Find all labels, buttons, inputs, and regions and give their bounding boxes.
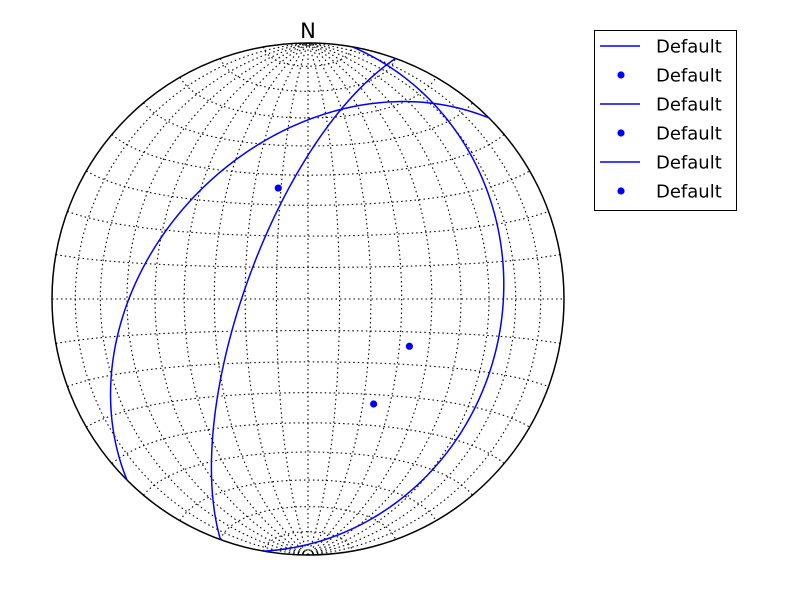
grid-meridian (307, 43, 433, 555)
grid-meridian (307, 43, 372, 555)
grid-meridian (126, 43, 309, 555)
grid-parallel (263, 531, 353, 552)
legend-label: Default (656, 95, 722, 116)
legend-entry: Default (600, 37, 722, 58)
great-circle-3 (210, 57, 396, 540)
legend-dot-swatch (617, 129, 625, 137)
legend-entry: Default (600, 95, 722, 116)
primitive-circle (51, 42, 565, 556)
legend-label: Default (656, 182, 722, 203)
data-point-4 (405, 342, 413, 350)
grid-meridian (307, 43, 403, 555)
grid-meridian (244, 43, 309, 555)
grid-parallel (86, 392, 530, 428)
legend-entry: Default (617, 124, 722, 145)
grid-meridian (275, 43, 309, 555)
grid-parallel (111, 422, 505, 464)
grid-parallel (67, 361, 549, 388)
great-circle-1 (109, 100, 490, 481)
legend-dot-swatch (617, 187, 625, 195)
legend-label: Default (656, 153, 722, 174)
legend-entry: Default (617, 66, 722, 87)
grid-parallel (111, 134, 505, 176)
north-label: N (300, 19, 316, 43)
grid-meridian (307, 43, 462, 555)
grid-parallel (55, 254, 561, 269)
grid (52, 43, 564, 555)
data-point-2 (274, 184, 282, 192)
grid-parallel (86, 170, 530, 206)
legend-label: Default (656, 66, 722, 87)
legend-label: Default (656, 124, 722, 145)
series-layer (109, 46, 505, 552)
grid-meridian (307, 43, 341, 555)
grid-parallel (67, 210, 549, 237)
legend-entry: Default (617, 182, 722, 203)
legend-label: Default (656, 37, 722, 58)
legend-dot-swatch (617, 71, 625, 79)
legend-frame (594, 30, 737, 211)
legend: Default Default Default Default Default Defau… (594, 30, 737, 211)
legend-entry: Default (600, 153, 722, 174)
grid-parallel (179, 77, 437, 119)
grid-parallel (55, 329, 561, 344)
grid-parallel (263, 46, 353, 67)
data-point-6 (370, 400, 378, 408)
grid-meridian (154, 43, 309, 555)
great-circle-5 (263, 46, 505, 552)
grid-meridian (99, 43, 309, 555)
